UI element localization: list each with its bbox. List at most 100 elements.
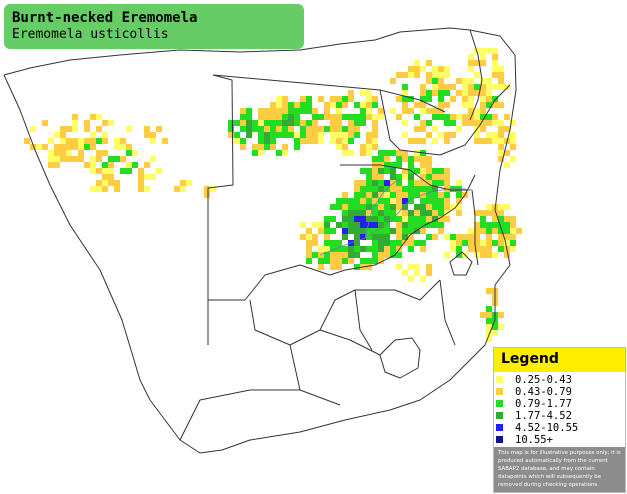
distribution-cell	[354, 120, 360, 126]
distribution-cell	[390, 174, 396, 180]
distribution-cell	[78, 144, 84, 150]
distribution-cell	[360, 234, 366, 240]
legend-swatch	[496, 376, 503, 383]
distribution-cell	[330, 252, 336, 258]
distribution-cell	[426, 186, 432, 192]
distribution-cell	[408, 174, 414, 180]
distribution-cell	[270, 144, 276, 150]
distribution-cell	[336, 132, 342, 138]
distribution-cell	[438, 66, 444, 72]
distribution-cell	[396, 252, 402, 258]
distribution-cell	[372, 144, 378, 150]
distribution-cell	[474, 228, 480, 234]
distribution-cell	[342, 228, 348, 234]
distribution-cell	[234, 138, 240, 144]
distribution-cell	[384, 192, 390, 198]
distribution-cell	[282, 114, 288, 120]
distribution-cell	[504, 228, 510, 234]
distribution-cell	[276, 120, 282, 126]
distribution-cell	[396, 234, 402, 240]
distribution-cell	[414, 180, 420, 186]
distribution-cell	[486, 48, 492, 54]
distribution-cell	[342, 252, 348, 258]
legend-swatch	[496, 388, 503, 395]
distribution-cell	[330, 138, 336, 144]
distribution-cell	[408, 198, 414, 204]
distribution-cell	[174, 186, 180, 192]
distribution-cell	[456, 192, 462, 198]
distribution-cell	[372, 198, 378, 204]
distribution-cell	[426, 210, 432, 216]
distribution-cell	[414, 138, 420, 144]
distribution-cell	[420, 180, 426, 186]
distribution-cell	[372, 216, 378, 222]
distribution-cell	[486, 90, 492, 96]
distribution-cell	[444, 132, 450, 138]
distribution-cell	[438, 132, 444, 138]
distribution-cell	[504, 252, 510, 258]
distribution-cell	[468, 96, 474, 102]
distribution-cell	[270, 114, 276, 120]
distribution-cell	[294, 120, 300, 126]
distribution-cell	[66, 144, 72, 150]
distribution-cell	[342, 138, 348, 144]
distribution-cell	[378, 186, 384, 192]
distribution-cell	[378, 228, 384, 234]
distribution-cell	[444, 234, 450, 240]
distribution-cell	[324, 240, 330, 246]
distribution-cell	[468, 60, 474, 66]
distribution-cell	[414, 150, 420, 156]
distribution-cell	[318, 132, 324, 138]
distribution-cell	[90, 114, 96, 120]
distribution-cell	[486, 228, 492, 234]
distribution-cell	[378, 246, 384, 252]
distribution-cell	[258, 144, 264, 150]
distribution-cell	[492, 240, 498, 246]
distribution-cell	[144, 174, 150, 180]
distribution-cell	[462, 234, 468, 240]
distribution-cell	[294, 114, 300, 120]
distribution-cell	[252, 120, 258, 126]
distribution-cell	[492, 138, 498, 144]
distribution-cell	[474, 246, 480, 252]
distribution-cell	[396, 162, 402, 168]
distribution-cell	[480, 90, 486, 96]
distribution-cell	[354, 204, 360, 210]
distribution-cell	[468, 246, 474, 252]
distribution-cell	[420, 102, 426, 108]
distribution-cell	[456, 240, 462, 246]
distribution-cell	[420, 168, 426, 174]
distribution-cell	[420, 222, 426, 228]
distribution-cell	[60, 150, 66, 156]
distribution-cell	[372, 192, 378, 198]
distribution-cell	[48, 138, 54, 144]
distribution-cell	[420, 108, 426, 114]
distribution-cell	[432, 84, 438, 90]
distribution-cell	[60, 126, 66, 132]
distribution-cell	[258, 126, 264, 132]
distribution-cell	[276, 108, 282, 114]
distribution-cell	[486, 324, 492, 330]
distribution-cell	[432, 174, 438, 180]
distribution-cell	[72, 144, 78, 150]
distribution-cell	[444, 168, 450, 174]
distribution-cell	[462, 78, 468, 84]
distribution-cell	[420, 204, 426, 210]
distribution-cell	[438, 72, 444, 78]
distribution-cell	[444, 192, 450, 198]
distribution-cell	[138, 180, 144, 186]
distribution-cell	[432, 210, 438, 216]
distribution-cell	[438, 168, 444, 174]
distribution-cell	[498, 72, 504, 78]
distribution-cell	[486, 288, 492, 294]
distribution-cell	[258, 150, 264, 156]
distribution-cell	[396, 174, 402, 180]
distribution-cell	[318, 96, 324, 102]
distribution-cell	[366, 222, 372, 228]
distribution-cell	[414, 216, 420, 222]
distribution-cell	[366, 192, 372, 198]
distribution-cell	[426, 162, 432, 168]
distribution-cell	[384, 216, 390, 222]
distribution-cell	[420, 126, 426, 132]
distribution-cell	[348, 204, 354, 210]
